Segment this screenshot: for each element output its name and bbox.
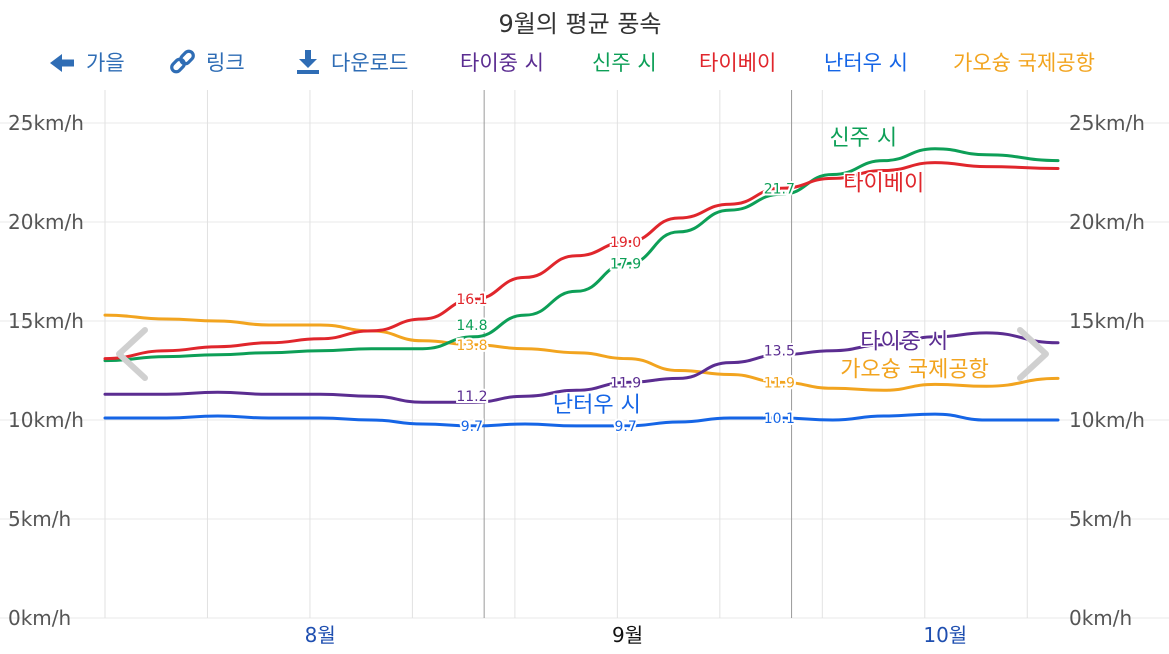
series-label: 타이중 시: [860, 330, 948, 355]
y-tick-label: 5km/h: [8, 507, 71, 531]
autumn-button[interactable]: 가을: [50, 51, 125, 75]
legend-item[interactable]: 가오슝 국제공항: [953, 51, 1095, 75]
data-label: 16.1: [456, 292, 487, 308]
data-label: 19.0: [610, 235, 641, 251]
y-tick-label: 25km/h: [8, 111, 84, 135]
legend-item[interactable]: 타이베이: [699, 51, 776, 75]
y-axis-left: 0km/h 5km/h 10km/h 15km/h 20km/h 25km/h: [8, 111, 84, 630]
download-button[interactable]: 다운로드: [297, 50, 408, 75]
series-label: 신주 시: [829, 126, 897, 151]
series-line[interactable]: [103, 313, 1060, 392]
chevron-right-icon[interactable]: [1004, 326, 1058, 382]
y-axis-right: 0km/h 5km/h 10km/h 15km/h 20km/h 25km/h: [1069, 111, 1145, 630]
x-tick-label[interactable]: 10월: [923, 623, 967, 647]
series-line[interactable]: [103, 147, 1060, 363]
data-label: 21.7: [764, 181, 795, 197]
data-label: 9.7: [614, 419, 636, 435]
download-icon: [297, 50, 319, 74]
y-tick-label: 15km/h: [1069, 309, 1145, 333]
data-label: 11.9: [610, 375, 641, 391]
y-tick-label: 0km/h: [1069, 606, 1132, 630]
y-tick-label: 20km/h: [1069, 210, 1145, 234]
x-tick-label[interactable]: 8월: [305, 623, 336, 647]
y-tick-label: 15km/h: [8, 309, 84, 333]
link-icon: [170, 49, 195, 74]
arrow-left-icon: [50, 54, 74, 72]
chart-title: 9월의 평균 풍속: [498, 10, 661, 38]
y-tick-label: 10km/h: [1069, 408, 1145, 432]
chevron-left-icon[interactable]: [107, 326, 161, 382]
data-label: 11.9: [764, 375, 795, 391]
link-button[interactable]: 링크: [170, 49, 245, 75]
data-labels: 16.1 19.0 14.8 17.9 21.7 13.8 11.9 11.2 11.9 13.5…: [454, 179, 797, 437]
data-label: 10.1: [764, 411, 795, 427]
legend-item[interactable]: 타이중 시: [460, 51, 544, 75]
toolbar: 가을 링크 다운로드: [50, 49, 408, 75]
y-tick-label: 5km/h: [1069, 507, 1132, 531]
data-label: 13.5: [764, 344, 795, 360]
series-line[interactable]: [103, 331, 1060, 404]
x-tick-label[interactable]: 9월: [612, 623, 643, 647]
data-label: 13.8: [456, 338, 487, 354]
download-button-label: 다운로드: [331, 51, 408, 75]
series-line[interactable]: [103, 412, 1060, 428]
legend-item[interactable]: 신주 시: [592, 51, 657, 75]
series-label: 가오슝 국제공항: [840, 357, 989, 382]
y-tick-label: 0km/h: [8, 606, 71, 630]
legend: 타이중 시 신주 시 타이베이 난터우 시 가오슝 국제공항: [460, 51, 1095, 75]
link-button-label: 링크: [206, 51, 245, 75]
series-line[interactable]: [103, 161, 1060, 361]
data-label: 14.8: [456, 318, 487, 334]
series-lines: [103, 147, 1060, 428]
data-label: 11.2: [456, 389, 487, 405]
x-axis: 8월 9월 10월: [305, 623, 968, 647]
autumn-button-label: 가을: [86, 51, 125, 75]
legend-item[interactable]: 난터우 시: [824, 51, 908, 75]
y-tick-label: 10km/h: [8, 408, 84, 432]
y-tick-label: 25km/h: [1069, 111, 1145, 135]
series-label: 타이베이: [843, 171, 924, 196]
data-label: 9.7: [461, 419, 483, 435]
data-label: 17.9: [610, 257, 641, 273]
series-label: 난터우 시: [553, 393, 641, 418]
y-tick-label: 20km/h: [8, 210, 84, 234]
